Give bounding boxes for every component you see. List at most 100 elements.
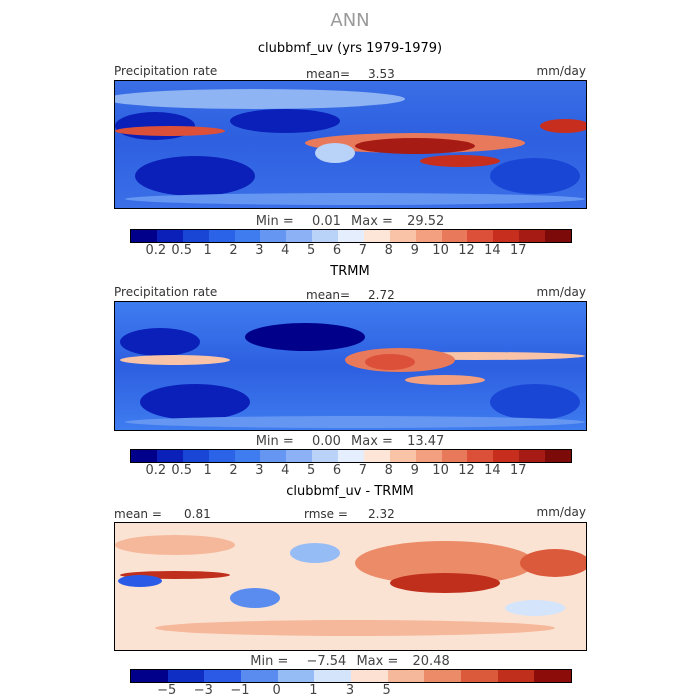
panel-1-colorbar-tick-label: 9: [410, 243, 419, 258]
itcz-atlantic: [115, 126, 225, 136]
dry-zone-sahara: [230, 109, 340, 133]
panel-2-map: [114, 301, 587, 431]
panel-2-colorbar-swatch: [545, 450, 571, 462]
panel-2-colorbar-swatch: [156, 450, 183, 462]
positive-bias-maritime: [390, 573, 500, 593]
panel-2-colorbar-swatch: [467, 450, 494, 462]
panel-2-colorbar-tick-label: 8: [384, 463, 393, 478]
panel-1-colorbar-swatch: [312, 230, 338, 242]
south-storm-track: [125, 416, 585, 428]
panel-2-colorbar-tick-label: 0.5: [171, 463, 193, 478]
itcz-maritime-core: [355, 138, 475, 154]
panel-1-units: mm/day: [536, 64, 587, 78]
panel-3-colorbar-swatch: [534, 670, 572, 682]
panel-3-colorbar-tick-label: −1: [230, 683, 250, 698]
panel-2-colorbar-tick-label: 4: [281, 463, 290, 478]
east-pacific-core: [540, 119, 586, 133]
panel-1-colorbar-swatch: [182, 230, 209, 242]
panel-2-colorbar-tick-label: 6: [332, 463, 342, 478]
negative-bias-africa: [230, 588, 280, 608]
panel-2-colorbar-tick-label: 12: [458, 463, 475, 478]
panel-1-colorbar-swatch: [131, 230, 157, 242]
panel-3-rmse-value: 2.32: [368, 507, 395, 521]
panel-2-colorbar-swatch: [519, 450, 545, 462]
panel-1-colorbar-swatch: [545, 230, 571, 242]
panel-3-colorbar-tick-label: −5: [157, 683, 177, 698]
panel-3-colorbar-swatch: [131, 670, 168, 682]
panel-3-max-label: Max =: [356, 654, 399, 669]
panel-1-colorbar-swatch: [260, 230, 287, 242]
panel-2-colorbar-swatch: [208, 450, 235, 462]
panel-2-mean-label: mean=: [306, 288, 351, 302]
panel-1-colorbar-tick-label: 5: [307, 243, 316, 258]
dry-zone-s-atlantic: [140, 384, 250, 420]
itcz-maritime-core: [365, 354, 415, 370]
panel-3-colorbar-swatch: [351, 670, 388, 682]
panel-1-colorbar-swatch: [519, 230, 545, 242]
panel-3-colorbar-swatch: [461, 670, 498, 682]
panel-2-minmax: Min = 0.00 Max = 13.47: [150, 434, 550, 449]
panel-3-colorbar: [130, 669, 572, 683]
panel-1-mean-value: 3.53: [368, 67, 395, 81]
panel-3-min-value: −7.54: [306, 654, 347, 669]
panel-3-colorbar-swatch: [387, 670, 425, 682]
panel-3-colorbar-swatch: [424, 670, 462, 682]
panel-2-colorbar-swatch: [363, 450, 390, 462]
positive-bias-n-pacific: [115, 535, 235, 555]
positive-bias-south: [155, 620, 555, 636]
panel-3-colorbar-swatch: [314, 670, 352, 682]
panel-1-colorbar-tick-label: 0.5: [171, 243, 193, 258]
panel-1-field-label: Precipitation rate: [114, 64, 218, 78]
panel-3-map: [114, 522, 587, 651]
dry-zone-sahara: [245, 323, 365, 351]
panel-2-colorbar-swatch: [182, 450, 209, 462]
panel-2-colorbar-swatch: [131, 450, 157, 462]
panel-3-colorbar-tick-label: −3: [193, 683, 213, 698]
panel-2-colorbar-ticks: 0.2 0.5 1 2 3 4 5 6 7 8 9 10 12 14 17: [130, 463, 570, 479]
panel-3-colorbar-tick-label: 5: [382, 683, 391, 698]
storm-track-north: [115, 89, 405, 109]
spcz-band: [405, 375, 485, 385]
negative-bias-s-pacific: [505, 600, 565, 616]
panel-2-colorbar-swatch: [389, 450, 416, 462]
panel-1-colorbar-tick-label: 4: [281, 243, 290, 258]
panel-3-min-label: Min =: [250, 654, 289, 669]
panel-2-colorbar-tick-label: 14: [484, 463, 501, 478]
panel-1-title: clubbmf_uv (yrs 1979-1979): [257, 41, 443, 56]
panel-2-field-label: Precipitation rate: [114, 285, 218, 299]
panel-3-colorbar-ticks: −5 −3 −1 0 1 3 5: [130, 683, 570, 699]
positive-bias-w-pacific: [355, 541, 535, 585]
panel-3-colorbar-swatch: [277, 670, 315, 682]
panel-1-colorbar-tick-label: 0.2: [145, 243, 167, 258]
panel-1-min-value: 0.01: [311, 214, 341, 229]
panel-3-colorbar-swatch: [497, 670, 535, 682]
panel-1-colorbar-swatch: [286, 230, 313, 242]
panel-1-colorbar-tick-label: 2: [229, 243, 238, 258]
panel-3-units: mm/day: [536, 505, 587, 519]
positive-bias-east-pacific: [520, 549, 586, 577]
panel-1-colorbar-tick-label: 1: [203, 243, 212, 258]
panel-3-colorbar-swatch: [167, 670, 205, 682]
panel-1-colorbar: [130, 229, 572, 243]
panel-1-minmax: Min = 0.01 Max = 29.52: [150, 214, 550, 229]
panel-2-max-value: 13.47: [407, 434, 445, 449]
panel-1-colorbar-tick-label: 14: [484, 243, 501, 258]
negative-bias-atlantic: [118, 575, 162, 587]
panel-2-colorbar-swatch: [338, 450, 364, 462]
panel-3-mean-value: 0.81: [184, 507, 211, 521]
panel-2-colorbar-tick-label: 2: [229, 463, 238, 478]
panel-1-colorbar-ticks: 0.2 0.5 1 2 3 4 5 6 7 8 9 10 12 14 17: [130, 243, 570, 259]
panel-1-colorbar-swatch: [467, 230, 494, 242]
panel-2-colorbar-tick-label: 0.2: [145, 463, 167, 478]
panel-3-mean-label: mean =: [114, 507, 162, 521]
africa-rain: [315, 143, 355, 163]
panel-2-colorbar-tick-label: 1: [203, 463, 212, 478]
panel-2-colorbar-swatch: [441, 450, 468, 462]
panel-2-colorbar-swatch: [493, 450, 520, 462]
dry-zone-s-pacific: [490, 158, 580, 194]
panel-2-colorbar-tick-label: 17: [509, 463, 527, 478]
panel-3-rmse-label: rmse =: [304, 507, 348, 521]
panel-2-colorbar-tick-label: 7: [358, 463, 368, 478]
panel-3-colorbar-swatch: [204, 670, 242, 682]
dry-zone-n-pacific: [120, 328, 200, 356]
